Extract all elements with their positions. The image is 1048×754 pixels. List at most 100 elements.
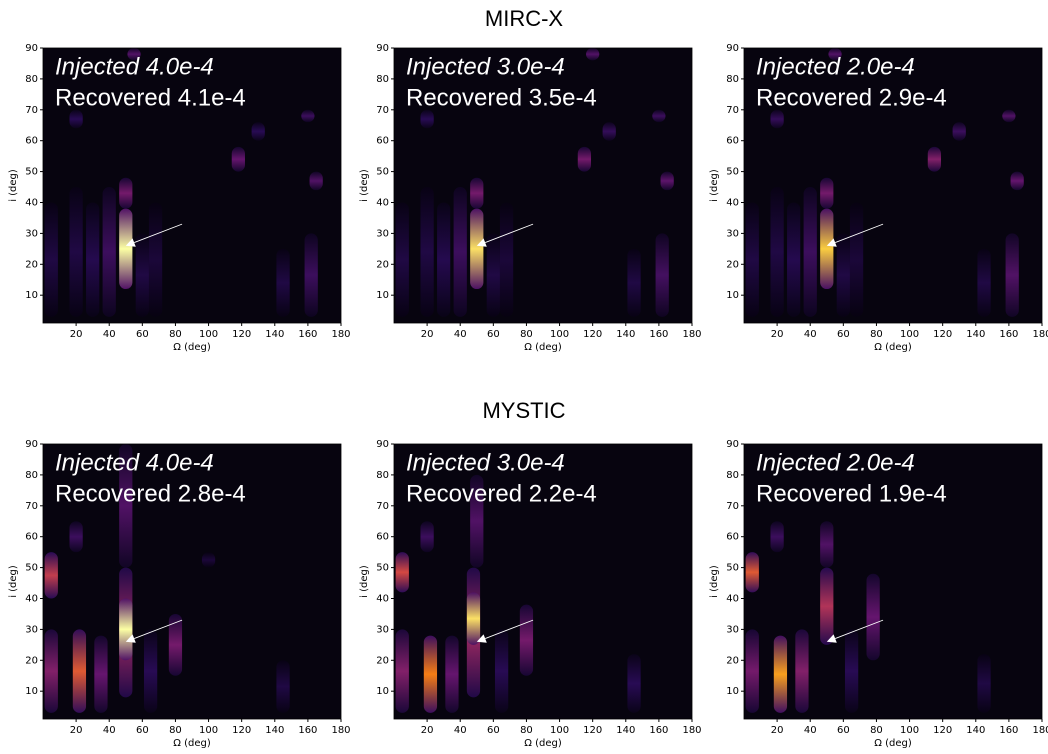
heatmap-column (745, 629, 759, 713)
y-tick-label: 20 (726, 655, 739, 666)
heatmap-column (251, 122, 265, 141)
y-tick-label: 50 (25, 563, 38, 574)
y-tick-label: 40 (726, 197, 739, 208)
y-tick-label: 80 (25, 470, 38, 481)
arrow-head (125, 634, 136, 643)
plot-frame (393, 443, 693, 720)
y-tick-label: 10 (376, 290, 389, 301)
x-tick-label: 180 (682, 329, 701, 340)
y-tick-label: 30 (376, 624, 389, 635)
arrow-head (826, 634, 837, 643)
heatmap-column (773, 635, 788, 713)
y-tick-label: 40 (726, 593, 739, 604)
y-tick-label: 50 (376, 563, 389, 574)
heatmap-column (1002, 109, 1016, 123)
heatmap (745, 48, 1024, 317)
x-tick-label: 40 (103, 329, 116, 340)
x-tick-label: 120 (232, 329, 251, 340)
y-tick-label: 50 (25, 167, 38, 178)
plot-frame (393, 47, 693, 324)
heatmap (44, 48, 323, 317)
heatmap-column (143, 629, 158, 713)
heatmap-column (437, 202, 451, 317)
arrow-shaft (485, 223, 534, 243)
heatmap-column (770, 187, 784, 317)
heatmap-column (820, 177, 834, 209)
heatmap-column (72, 629, 87, 713)
x-tick-label: 20 (421, 725, 434, 736)
heatmap-column (420, 109, 434, 129)
y-tick-label: 10 (25, 290, 38, 301)
y-tick-label: 50 (376, 167, 389, 178)
x-tick-label: 100 (900, 725, 919, 736)
y-tick-label: 60 (726, 532, 739, 543)
heatmap-column (602, 122, 616, 141)
heatmap-column (445, 635, 459, 713)
x-tick-label: 120 (933, 329, 952, 340)
heatmap-column (820, 208, 834, 290)
x-axis-label: Ω (deg) (524, 738, 562, 749)
y-tick-label: 40 (25, 197, 38, 208)
heatmap-column (820, 567, 834, 645)
recovered-label: Recovered 2.2e-4 (406, 480, 597, 507)
x-tick-label: 40 (454, 329, 467, 340)
heatmap (395, 48, 674, 317)
heatmap-column (420, 187, 434, 317)
x-tick-label: 180 (682, 725, 701, 736)
y-tick-label: 70 (25, 501, 38, 512)
y-tick-label: 90 (376, 43, 389, 54)
heatmap-column (127, 48, 141, 61)
y-tick-label: 20 (25, 655, 38, 666)
x-tick-label: 120 (232, 725, 251, 736)
x-tick-label: 80 (870, 725, 883, 736)
y-tick-label: 70 (376, 105, 389, 116)
y-axis-label: i (deg) (8, 565, 19, 598)
plot-frame (42, 47, 342, 324)
heatmap-column (770, 109, 784, 129)
x-tick-label: 180 (331, 329, 350, 340)
y-axis-label: i (deg) (359, 565, 370, 598)
heatmap-column (119, 208, 133, 290)
x-tick-label: 60 (136, 725, 149, 736)
arrow-shaft (835, 619, 884, 639)
x-tick-label: 160 (649, 329, 668, 340)
recovered-label: Recovered 2.8e-4 (55, 480, 246, 507)
x-tick-label: 160 (298, 725, 317, 736)
x-tick-label: 160 (298, 329, 317, 340)
heatmap-column (927, 146, 942, 172)
y-tick-label: 10 (376, 686, 389, 697)
heatmap-column (201, 552, 216, 568)
heatmap-column (849, 202, 864, 317)
x-tick-label: 140 (616, 725, 635, 736)
recovered-label: Recovered 3.5e-4 (406, 84, 597, 111)
heatmap-column (844, 629, 859, 713)
y-tick-label: 70 (376, 501, 389, 512)
x-tick-label: 20 (771, 725, 784, 736)
y-tick-label: 80 (25, 74, 38, 85)
y-tick-label: 70 (726, 501, 739, 512)
x-tick-label: 60 (487, 329, 500, 340)
heatmap-column (44, 552, 58, 599)
heatmap-column (977, 248, 991, 317)
heatmap-column (836, 233, 850, 317)
x-tick-label: 140 (616, 329, 635, 340)
heatmap-column (276, 248, 290, 317)
recovered-label: Recovered 2.9e-4 (756, 84, 947, 111)
y-tick-label: 90 (25, 43, 38, 54)
heatmap-column (655, 233, 669, 317)
heatmap-column (301, 109, 315, 123)
y-tick-label: 60 (376, 136, 389, 147)
y-tick-label: 40 (376, 197, 389, 208)
x-tick-label: 100 (199, 329, 218, 340)
y-tick-label: 90 (726, 43, 739, 54)
heatmap-column (586, 48, 600, 61)
heatmap-column (44, 202, 58, 317)
heatmap-column (44, 629, 58, 713)
y-tick-label: 60 (726, 136, 739, 147)
heatmap-column (977, 654, 991, 713)
heatmap-column (276, 660, 290, 713)
y-tick-label: 10 (25, 686, 38, 697)
heatmap-column (486, 233, 500, 317)
y-tick-label: 90 (25, 439, 38, 450)
heatmap (395, 474, 641, 713)
